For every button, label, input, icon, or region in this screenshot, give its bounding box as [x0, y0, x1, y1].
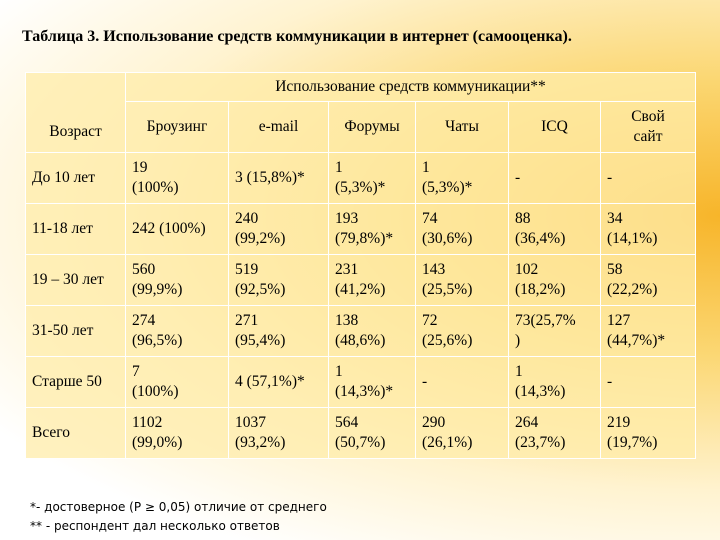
cell: 73(25,7% )	[508, 305, 601, 357]
cell: 74 (30,6%)	[415, 203, 509, 255]
cell: 240 (99,2%)	[228, 203, 329, 255]
column-header: Чаты	[415, 101, 509, 153]
table-row: До 10 лет 19 (100%) 3 (15,8%)* 1 (5,3%)* 1 (…	[25, 152, 696, 204]
table-row: 19 – 30 лет 560 (99,9%) 519 (92,5%) 231 (41…	[25, 254, 696, 306]
cell: 58 (22,2%)	[600, 254, 696, 306]
cell: 143 (25,5%)	[415, 254, 509, 306]
table-row: Всего 1102 (99,0%) 1037 (93,2%) 564 (50,7%)…	[25, 407, 696, 459]
column-header: Форумы	[328, 101, 416, 153]
cell: 231 (41,2%)	[328, 254, 416, 306]
table-row: 31-50 лет 274 (96,5%) 271 (95,4%) 138 (48,6…	[25, 305, 696, 357]
footnotes: *- достоверное (P ≥ 0,05) отличие от сре…	[30, 498, 327, 536]
cell: -	[508, 152, 601, 204]
column-header: e-mail	[228, 101, 329, 153]
cell: 564 (50,7%)	[328, 407, 416, 459]
cell: 127 (44,7%)*	[600, 305, 696, 357]
cell: 7 (100%)	[125, 356, 229, 408]
cell: 1 (5,3%)*	[415, 152, 509, 204]
cell: 34 (14,1%)	[600, 203, 696, 255]
cell: 560 (99,9%)	[125, 254, 229, 306]
row-label: 11-18 лет	[25, 203, 126, 255]
cell: 4 (57,1%)*	[228, 356, 329, 408]
cell: 102 (18,2%)	[508, 254, 601, 306]
header-row: Броузинг e-mail Форумы Чаты ICQ Свой сайт	[26, 101, 696, 153]
cell: 1 (5,3%)*	[328, 152, 416, 204]
cell: 1037 (93,2%)	[228, 407, 329, 459]
row-label: Старше 50	[25, 356, 126, 408]
table: Возраст Использование средств коммуникаци…	[25, 72, 696, 459]
row-label: Всего	[25, 407, 126, 459]
cell: -	[600, 152, 696, 204]
cell: 242 (100%)	[125, 203, 229, 255]
row-label: 31-50 лет	[25, 305, 126, 357]
cell: 19 (100%)	[125, 152, 229, 204]
group-header: Использование средств коммуникации**	[125, 72, 696, 102]
cell: 1 (14,3%)*	[328, 356, 416, 408]
column-header: Броузинг	[125, 101, 229, 153]
cell: 1 (14,3%)	[508, 356, 601, 408]
column-header: ICQ	[508, 101, 601, 153]
cell: 3 (15,8%)*	[228, 152, 329, 204]
cell: 264 (23,7%)	[508, 407, 601, 459]
cell: 1102 (99,0%)	[125, 407, 229, 459]
header-row: Возраст Использование средств коммуникаци…	[25, 72, 696, 153]
table-row: Старше 50 7 (100%) 4 (57,1%)* 1 (14,3%)* -1 …	[25, 356, 696, 408]
row-label: До 10 лет	[25, 152, 126, 204]
cell: -	[600, 356, 696, 408]
cell: 72 (25,6%)	[415, 305, 509, 357]
column-header: Свой сайт	[600, 101, 696, 153]
footnote: ** - респондент дал несколько ответов	[30, 519, 280, 533]
cell: 519 (92,5%)	[228, 254, 329, 306]
cell: 290 (26,1%)	[415, 407, 509, 459]
table-row: 11-18 лет 242 (100%) 240 (99,2%) 193 (79,8%…	[25, 203, 696, 255]
cell: -	[415, 356, 509, 408]
title: Таблица 3. Использование средств коммуни…	[22, 28, 572, 45]
cell: 138 (48,6%)	[328, 305, 416, 357]
cell: 274 (96,5%)	[125, 305, 229, 357]
cell: 219 (19,7%)	[600, 407, 696, 459]
footnote: *- достоверное (P ≥ 0,05) отличие от сре…	[30, 500, 327, 514]
cell: 193 (79,8%)*	[328, 203, 416, 255]
column-header: Возраст	[25, 72, 126, 153]
cell: 271 (95,4%)	[228, 305, 329, 357]
cell: 88 (36,4%)	[508, 203, 601, 255]
row-label: 19 – 30 лет	[25, 254, 126, 306]
